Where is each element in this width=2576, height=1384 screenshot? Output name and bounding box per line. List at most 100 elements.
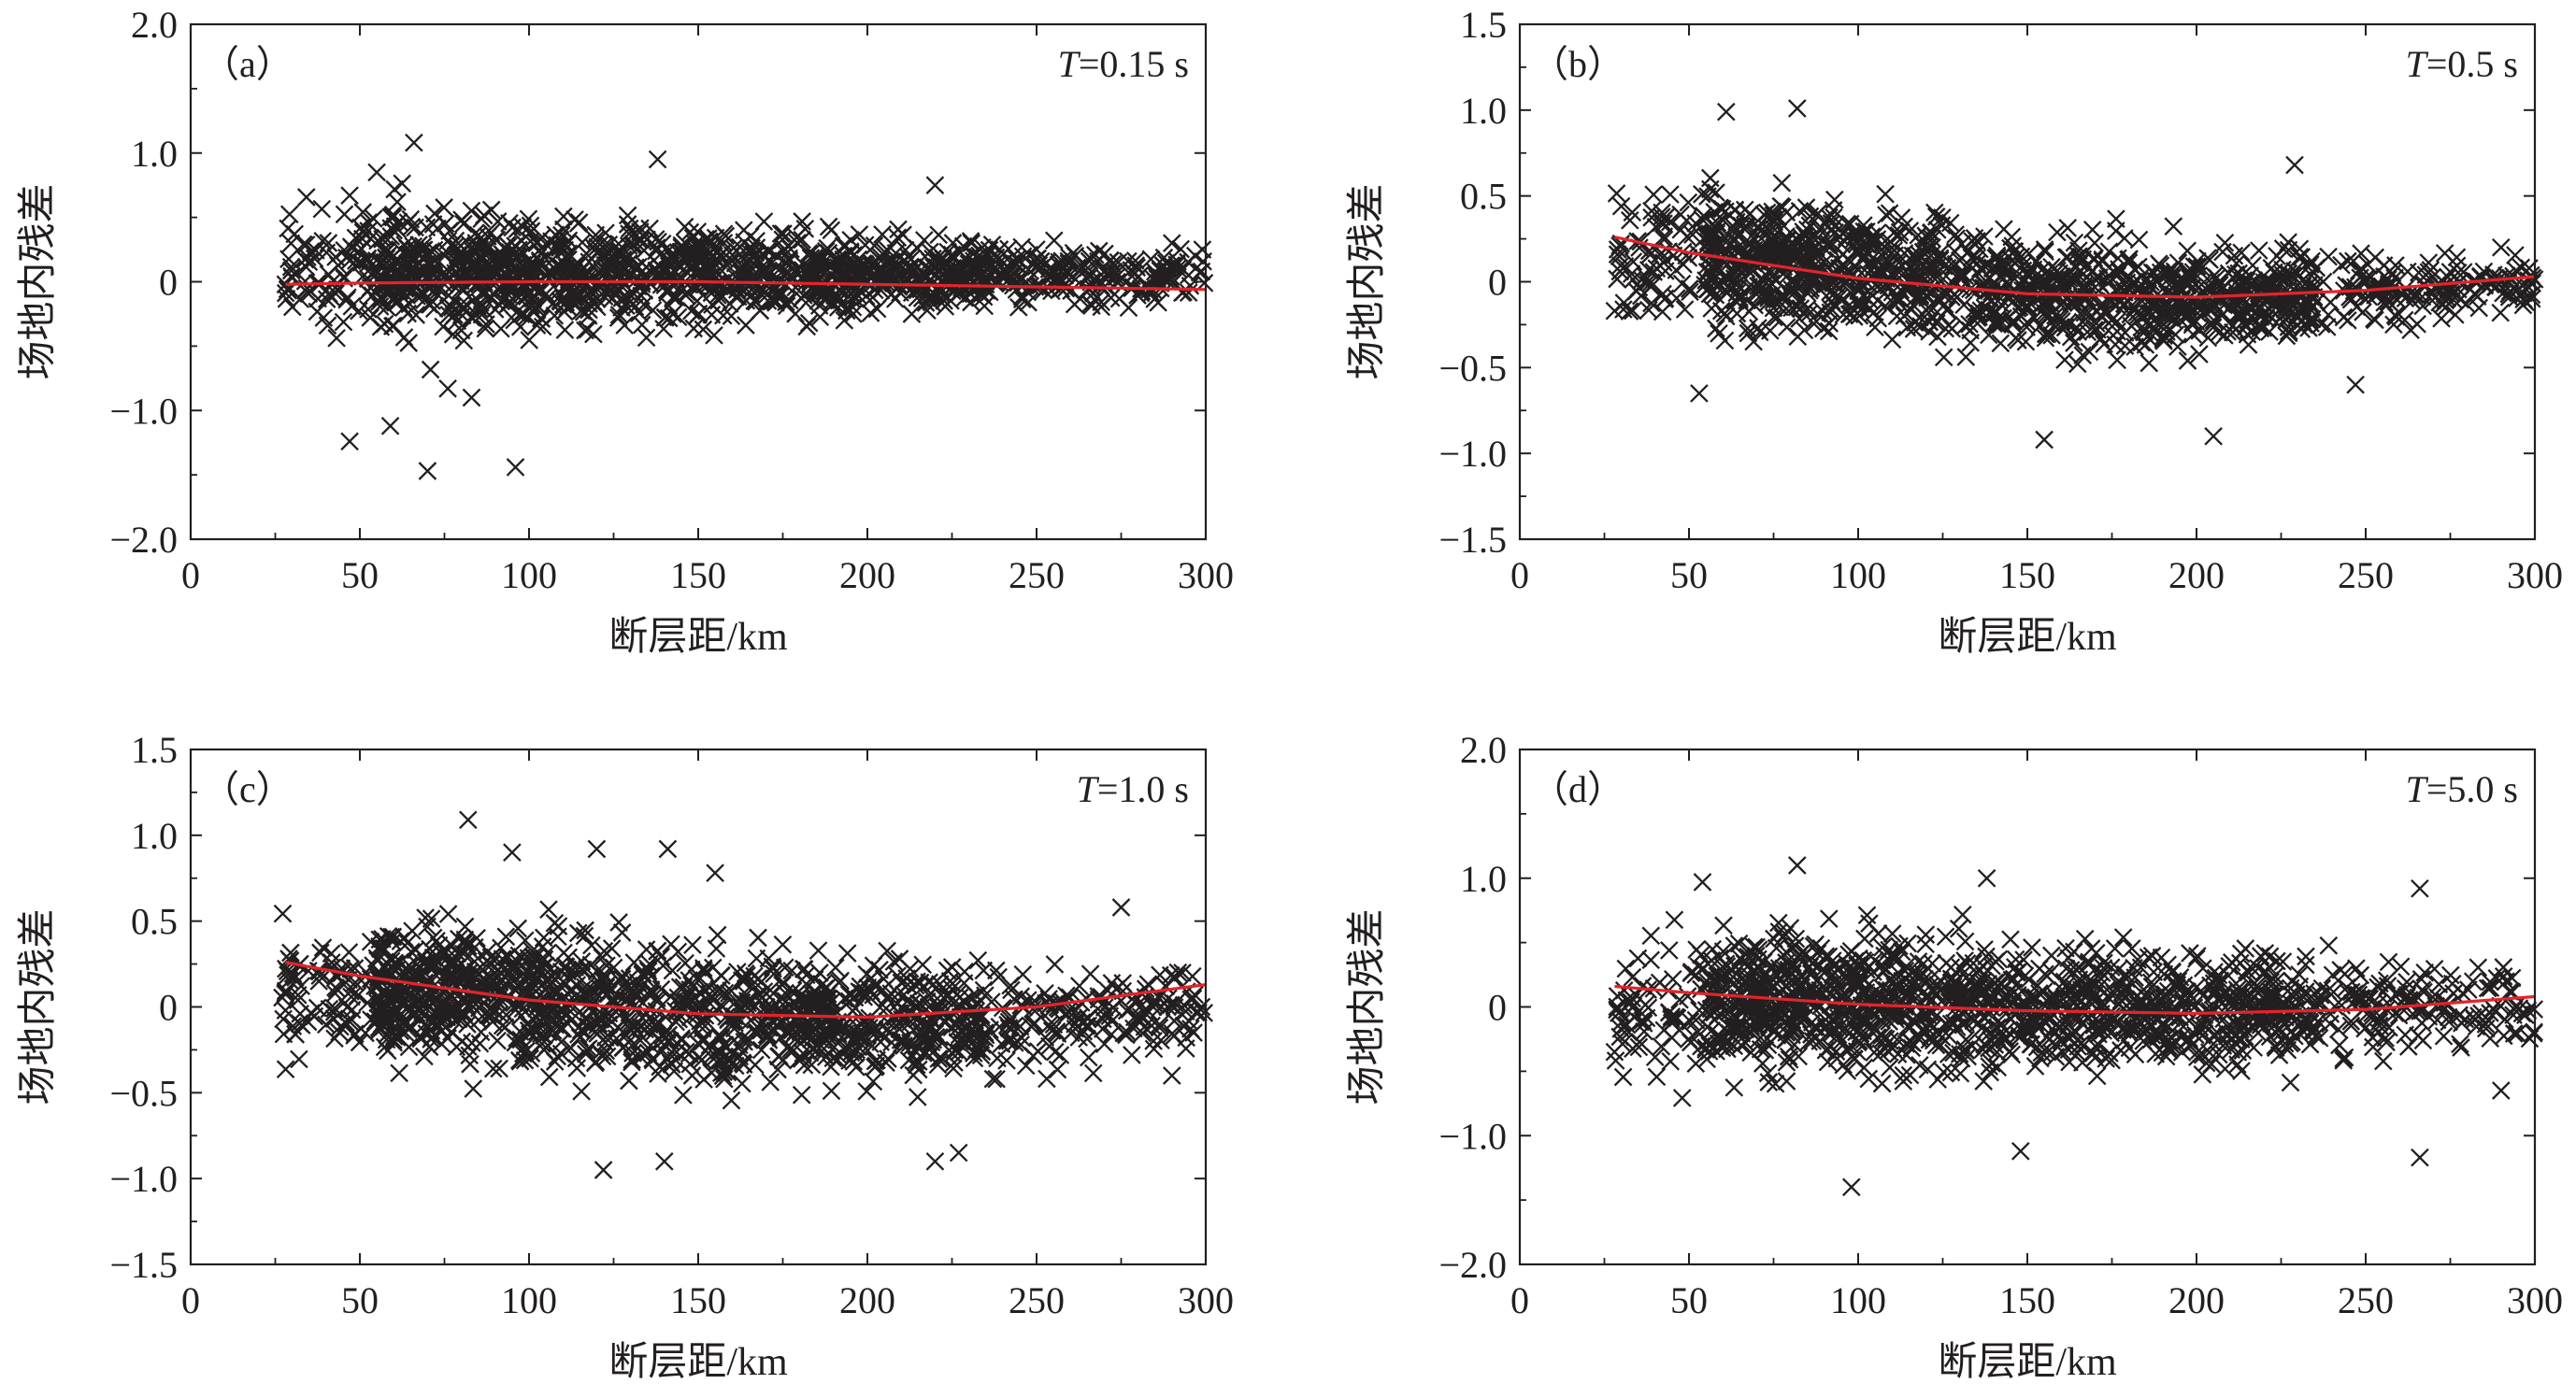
x-tick-label: 0 (181, 554, 200, 596)
data-point (438, 231, 458, 250)
data-point (981, 256, 1001, 276)
data-point (691, 275, 710, 293)
data-point (2435, 244, 2454, 263)
data-point (1120, 1000, 1139, 1019)
data-point (388, 193, 407, 212)
data-point (1042, 266, 1062, 286)
data-point (533, 227, 552, 247)
fit-curve (285, 279, 1207, 292)
data-point (439, 305, 459, 324)
data-point (1700, 168, 1720, 188)
data-point (740, 227, 760, 246)
y-tick-label: −1.0 (109, 390, 178, 432)
data-point (523, 269, 543, 289)
data-point (301, 242, 321, 261)
data-point (2379, 952, 2398, 972)
data-point (438, 378, 457, 398)
data-point (1730, 290, 1750, 309)
data-point (421, 360, 440, 379)
data-point (2249, 241, 2268, 260)
data-point (1654, 227, 1674, 246)
data-point (774, 224, 793, 243)
data-point (1991, 334, 2011, 353)
data-point (351, 218, 370, 237)
data-point (346, 228, 365, 248)
data-point (573, 233, 592, 252)
data-point (966, 253, 984, 273)
data-point (476, 319, 495, 338)
data-point (737, 316, 755, 335)
data-point (692, 243, 711, 263)
x-tick-label: 300 (1178, 1279, 1234, 1321)
data-point (885, 290, 905, 308)
data-point (922, 292, 941, 312)
data-point (1102, 264, 1122, 282)
data-point (420, 256, 439, 275)
data-point (319, 264, 338, 284)
data-point (281, 234, 301, 253)
data-point (671, 242, 691, 262)
data-point (322, 944, 341, 963)
data-point (1001, 253, 1021, 273)
data-point (672, 1029, 692, 1048)
data-point (1083, 1063, 1103, 1083)
data-point (1037, 253, 1056, 273)
data-point (936, 297, 955, 316)
data-point (351, 253, 371, 272)
data-point (380, 416, 400, 435)
data-point (674, 1085, 693, 1105)
data-point (579, 263, 598, 281)
x-tick-label: 200 (839, 1279, 895, 1321)
data-point (449, 239, 468, 258)
data-point (2354, 303, 2372, 321)
data-point (312, 199, 332, 219)
data-point (850, 225, 869, 244)
data-point (773, 935, 793, 954)
data-point (539, 900, 558, 920)
data-point (1787, 99, 1807, 118)
data-point (2321, 1014, 2340, 1034)
data-point (1995, 220, 2013, 239)
data-point (454, 331, 474, 350)
period-label: T=0.15 s (1058, 43, 1189, 85)
data-point (522, 289, 541, 307)
data-point (786, 304, 805, 323)
data-point (902, 250, 921, 268)
data-point (436, 264, 456, 284)
data-point (539, 1067, 559, 1087)
y-tick-label: 1.5 (1460, 4, 1507, 46)
data-point (341, 250, 360, 269)
data-point (580, 300, 598, 320)
data-point (370, 297, 390, 316)
data-point (696, 229, 716, 249)
data-point (913, 955, 933, 975)
data-point (746, 243, 766, 263)
data-point (748, 250, 767, 268)
data-point (462, 201, 481, 221)
data-point (832, 261, 852, 280)
data-point (1788, 327, 1808, 347)
data-point (2113, 928, 2133, 947)
panel-label: （c） (202, 768, 293, 810)
data-point (439, 286, 458, 305)
data-point (722, 1091, 741, 1110)
data-point (1715, 331, 1735, 350)
data-point (307, 241, 325, 260)
data-point (2364, 1037, 2383, 1057)
data-point (468, 225, 488, 245)
y-tick-label: 1.0 (131, 133, 178, 175)
data-point (1956, 348, 1976, 366)
data-point (2401, 321, 2420, 340)
data-point (809, 291, 828, 310)
data-point (1111, 898, 1131, 917)
data-point (532, 309, 551, 328)
data-point (340, 432, 359, 451)
data-point (596, 223, 615, 243)
y-tick-label: −1.5 (1438, 519, 1507, 561)
data-point (400, 264, 420, 284)
data-point (296, 188, 316, 207)
data-point (1056, 262, 1076, 280)
data-point (2164, 217, 2183, 236)
data-point (545, 1052, 565, 1071)
data-point (675, 217, 694, 236)
